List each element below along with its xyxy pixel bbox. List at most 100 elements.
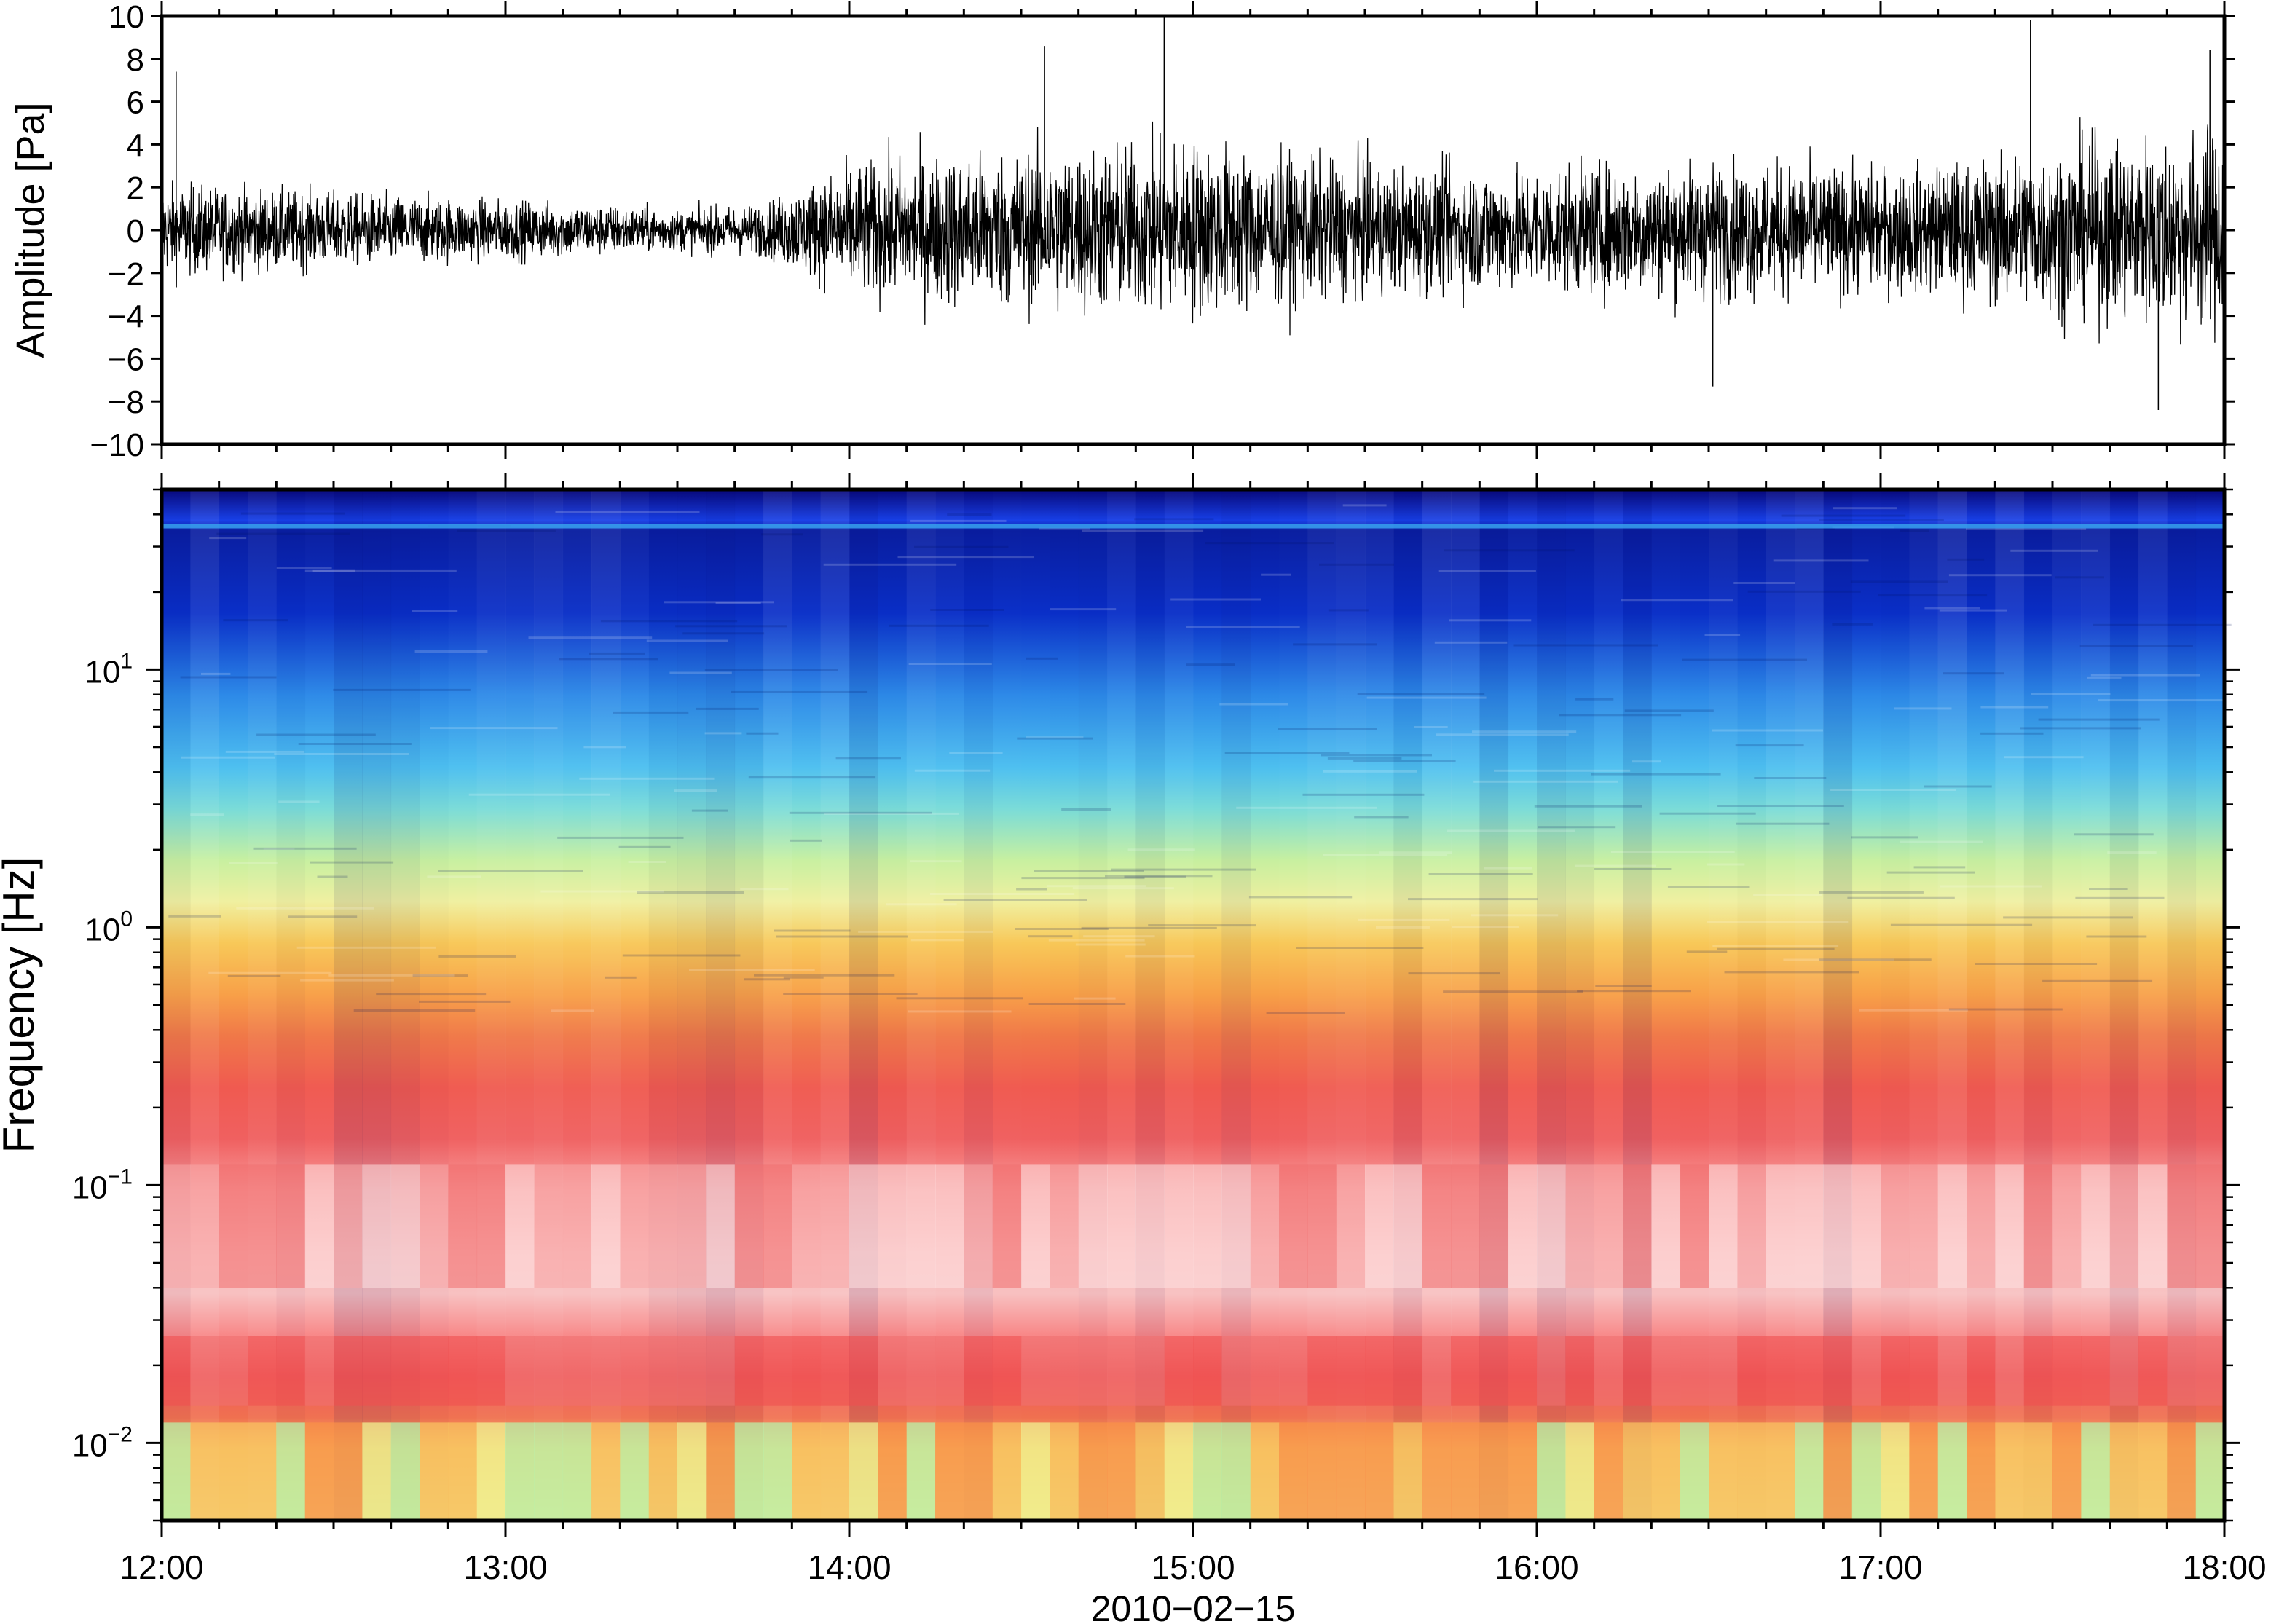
spectrogram-streak bbox=[823, 563, 957, 566]
spectrogram-low-freq-block bbox=[334, 1422, 363, 1521]
spectrogram-streak bbox=[1830, 789, 1956, 791]
spectrogram-streak bbox=[1205, 542, 1334, 545]
spectrogram-red-band bbox=[734, 1336, 764, 1406]
spectrogram-mid-block bbox=[1851, 1164, 1881, 1288]
spectrogram-x-tick-label: 15:00 bbox=[1151, 1548, 1235, 1586]
spectrogram-streak bbox=[2031, 693, 2111, 695]
spectrogram-red-band bbox=[2138, 1336, 2168, 1406]
spectrogram-streak bbox=[1319, 563, 1394, 566]
spectrogram-low-freq-block bbox=[734, 1422, 764, 1521]
spectrogram-streak bbox=[1621, 599, 1733, 602]
waveform-y-tick-label: −10 bbox=[90, 427, 144, 463]
spectrogram-streak bbox=[1594, 868, 1672, 870]
spectrogram-low-freq-block bbox=[1909, 1422, 1939, 1521]
spectrogram-red-band bbox=[1050, 1336, 1079, 1406]
spectrogram-mid-block bbox=[706, 1164, 736, 1288]
spectrogram-streak bbox=[278, 800, 320, 803]
spectrogram-low-freq-block bbox=[1451, 1422, 1480, 1521]
spectrogram-low-freq-block bbox=[878, 1422, 908, 1521]
spectrogram-red-band bbox=[448, 1336, 478, 1406]
spectrogram-mid-block bbox=[964, 1164, 993, 1288]
spectrogram-streak bbox=[835, 757, 901, 760]
spectrogram-streak bbox=[1428, 873, 1533, 875]
spectrogram-streak bbox=[180, 676, 277, 679]
spectrogram-mid-block bbox=[992, 1164, 1022, 1288]
spectrogram-low-freq-block bbox=[2052, 1422, 2082, 1521]
spectrogram-red-band bbox=[1995, 1336, 2025, 1406]
spectrogram-streak bbox=[1980, 732, 2044, 735]
spectrogram-streak bbox=[1293, 643, 1377, 646]
spectrogram-streak bbox=[1686, 950, 1728, 953]
spectrogram-low-freq-block bbox=[849, 1422, 878, 1521]
spectrogram-streak bbox=[789, 811, 932, 814]
spectrogram-streak bbox=[1624, 709, 1714, 712]
spectrogram-low-freq-block bbox=[190, 1422, 220, 1521]
spectrogram-streak bbox=[1473, 780, 1618, 783]
spectrogram-streak bbox=[1408, 972, 1500, 975]
spectrogram-red-band bbox=[2167, 1336, 2197, 1406]
spectrogram-streak bbox=[225, 750, 305, 753]
spectrogram-red-band bbox=[1279, 1336, 1308, 1406]
spectrogram-streak bbox=[2075, 896, 2165, 899]
spectrogram-streak bbox=[1753, 894, 1822, 896]
spectrogram-streak bbox=[1134, 518, 1214, 521]
spectrogram-streak bbox=[579, 777, 715, 780]
spectrogram-streak bbox=[1575, 698, 1614, 701]
spectrogram-streak bbox=[1061, 808, 1111, 811]
spectrogram-streak bbox=[276, 567, 332, 569]
spectrogram-streak bbox=[1124, 875, 1186, 878]
spectrogram-streak bbox=[2074, 833, 2154, 836]
spectrogram-low-freq-block bbox=[448, 1422, 478, 1521]
spectrogram-streak bbox=[1186, 663, 1235, 666]
spectrogram-low-freq-block bbox=[1279, 1422, 1308, 1521]
spectrogram-streak bbox=[2086, 935, 2147, 938]
spectrogram-mid-block bbox=[1365, 1164, 1394, 1288]
spectrogram-streak bbox=[223, 619, 288, 622]
spectrogram-columns bbox=[162, 489, 2232, 1521]
spectrogram-streak bbox=[1342, 504, 1387, 507]
spectrogram-streak bbox=[1924, 785, 1992, 788]
spectrogram-streak bbox=[618, 845, 671, 848]
spectrogram-streak bbox=[1534, 805, 1642, 808]
spectrogram-low-freq-block bbox=[1766, 1422, 1795, 1521]
spectrogram-low-freq-block bbox=[362, 1422, 392, 1521]
spectrogram-red-band bbox=[935, 1336, 964, 1406]
spectrogram-low-freq-block bbox=[1565, 1422, 1595, 1521]
waveform-y-tick-label: 8 bbox=[127, 42, 144, 78]
spectrogram-red-band bbox=[1336, 1336, 1366, 1406]
spectrogram-low-freq-block bbox=[906, 1422, 936, 1521]
spectrogram-y-tick-label: 10−2 bbox=[72, 1422, 133, 1463]
spectrogram-red-band bbox=[1766, 1336, 1795, 1406]
spectrogram-streak bbox=[1050, 608, 1117, 611]
spectrogram-streak bbox=[430, 727, 558, 730]
spectrogram-mid-block bbox=[591, 1164, 621, 1288]
spectrogram-streak bbox=[1717, 805, 1844, 807]
spectrogram-red-band bbox=[1651, 1336, 1681, 1406]
spectrogram-streak bbox=[1773, 559, 1869, 562]
spectrogram-streak bbox=[746, 732, 779, 735]
spectrogram-streak bbox=[1948, 1008, 2063, 1011]
spectrogram-streak bbox=[1900, 840, 1983, 843]
spectrogram-streak bbox=[468, 793, 610, 796]
spectrogram-streak bbox=[2093, 623, 2232, 626]
spectrogram-streak bbox=[910, 939, 964, 942]
spectrogram-red-band bbox=[304, 1336, 334, 1406]
spectrogram-streak bbox=[1833, 507, 1897, 510]
spectrogram-streak bbox=[776, 935, 908, 938]
waveform-y-axis: 10 8 6 4 2 0 −2 −4 −6 −8 −10 bbox=[90, 0, 2235, 463]
spectrogram-low-freq-block bbox=[1709, 1422, 1738, 1521]
waveform-y-tick-label: 4 bbox=[127, 127, 144, 163]
spectrogram-red-band bbox=[1136, 1336, 1165, 1406]
spectrogram-streak bbox=[1072, 887, 1174, 890]
spectrogram-streak bbox=[1170, 598, 1261, 601]
spectrogram-red-band bbox=[1795, 1336, 1824, 1406]
spectrogram-streak bbox=[201, 672, 231, 675]
spectrogram-red-band bbox=[2195, 1336, 2225, 1406]
spectrogram-red-band bbox=[820, 1336, 850, 1406]
spectrogram-streak bbox=[704, 732, 742, 735]
spectrogram-red-band bbox=[2052, 1336, 2082, 1406]
spectrogram-streak bbox=[1354, 816, 1409, 819]
spectrogram-streak bbox=[1358, 918, 1450, 921]
spectrogram-streak bbox=[675, 625, 787, 628]
spectrogram-streak bbox=[682, 632, 765, 635]
